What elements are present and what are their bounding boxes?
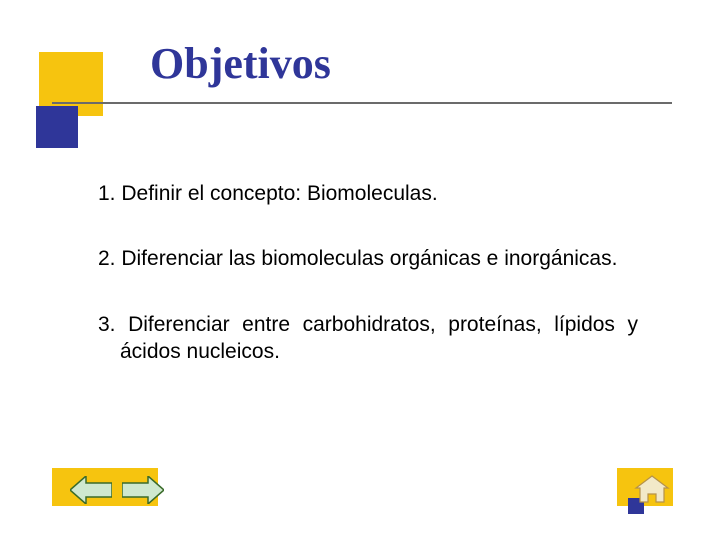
- next-button[interactable]: [122, 476, 164, 504]
- decor-blue-1: [36, 106, 78, 148]
- list-item: 3. Diferenciar entre carbohidratos, prot…: [98, 311, 638, 366]
- page-title: Objetivos: [150, 38, 331, 89]
- title-underline: [52, 102, 672, 104]
- objectives-list: 1. Definir el concepto: Biomoleculas. 2.…: [98, 180, 638, 403]
- home-button[interactable]: [632, 474, 672, 504]
- list-item: 2. Diferenciar las biomoleculas orgánica…: [98, 245, 638, 272]
- list-item: 1. Definir el concepto: Biomoleculas.: [98, 180, 638, 207]
- previous-button[interactable]: [70, 476, 112, 504]
